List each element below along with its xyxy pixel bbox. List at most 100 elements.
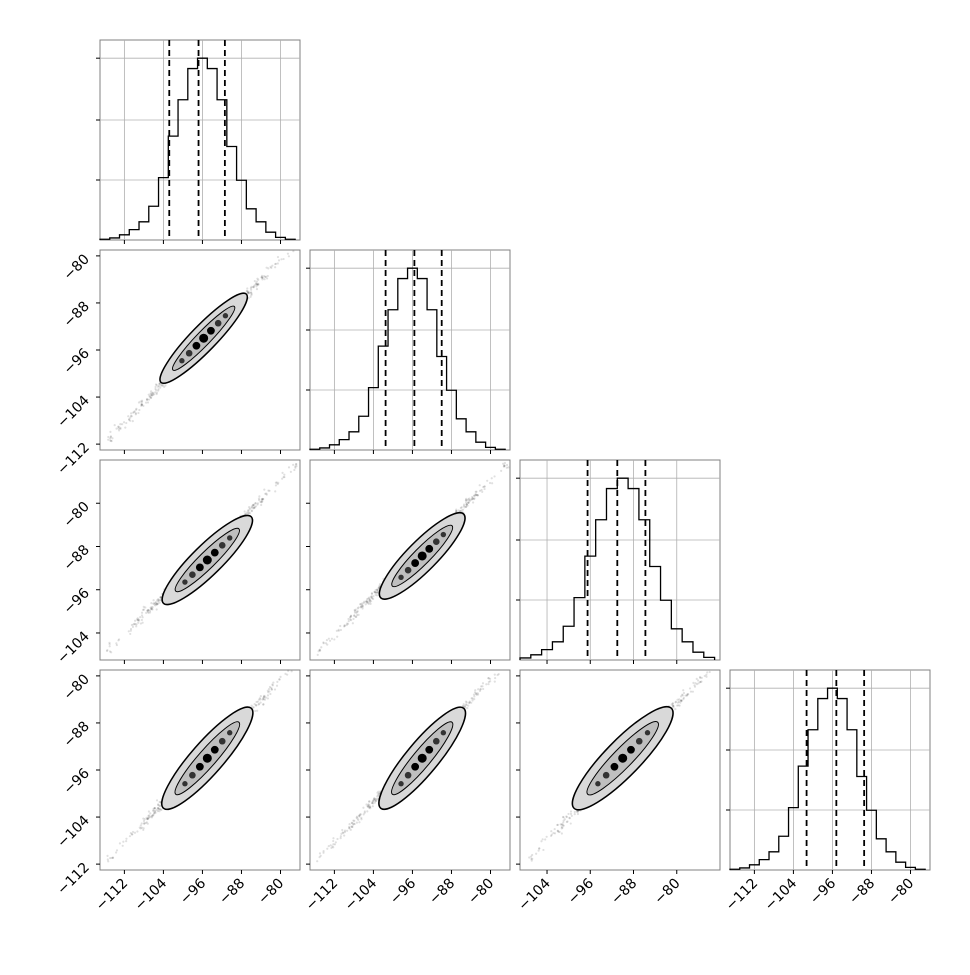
- sample-point: [350, 821, 353, 824]
- sample-point: [257, 497, 261, 500]
- sample-point: [281, 477, 284, 480]
- sample-point: [137, 411, 140, 415]
- sample-point: [369, 600, 373, 603]
- sample-point: [348, 822, 351, 826]
- sample-point: [475, 693, 478, 696]
- sample-point: [157, 808, 161, 811]
- sample-point: [141, 608, 145, 611]
- sample-point: [500, 469, 503, 472]
- sample-point: [466, 706, 469, 710]
- sample-point: [695, 677, 698, 680]
- density-core: [210, 745, 219, 754]
- sample-point: [462, 703, 465, 706]
- sample-point: [129, 416, 132, 419]
- sample-point: [113, 424, 116, 427]
- sample-point: [107, 435, 110, 439]
- sample-point: [159, 386, 162, 389]
- sample-point: [375, 591, 378, 594]
- sample-point: [479, 688, 482, 691]
- sample-point: [322, 642, 325, 645]
- sample-point: [246, 512, 250, 515]
- sample-point: [362, 601, 365, 605]
- sample-point: [256, 277, 259, 280]
- sample-point: [106, 649, 109, 652]
- sample-point: [535, 852, 538, 855]
- sample-point: [134, 623, 137, 626]
- sample-point: [274, 481, 277, 484]
- sample-point: [329, 844, 332, 847]
- sample-point: [369, 602, 372, 605]
- sample-point: [339, 837, 342, 840]
- sample-point: [377, 792, 380, 795]
- sample-point: [292, 249, 295, 253]
- sample-point: [367, 602, 370, 606]
- sample-point: [563, 818, 566, 821]
- sample-point: [483, 485, 486, 488]
- sample-point: [349, 616, 352, 619]
- sample-point: [354, 608, 357, 611]
- sample-point: [368, 598, 372, 601]
- sample-point: [244, 512, 247, 515]
- sample-point: [542, 848, 545, 852]
- sample-point: [147, 814, 150, 817]
- sample-point: [361, 604, 364, 607]
- sample-point: [252, 503, 256, 506]
- sample-point: [109, 430, 112, 433]
- panel-diag-4: −112 −104 −96 −88 −80: [723, 669, 931, 914]
- sample-point: [679, 701, 682, 704]
- sample-point: [373, 801, 377, 804]
- sample-point: [345, 622, 349, 625]
- sample-point: [109, 439, 113, 442]
- sample-point: [359, 603, 362, 606]
- sample-point: [373, 591, 377, 594]
- sample-point: [368, 599, 371, 602]
- sample-point: [671, 702, 674, 705]
- sample-point: [688, 687, 692, 690]
- sample-point: [278, 678, 281, 681]
- sample-point: [259, 500, 262, 503]
- sample-point: [124, 426, 127, 429]
- sample-point: [485, 683, 488, 686]
- sample-point: [349, 614, 353, 617]
- sample-point: [503, 465, 506, 468]
- sample-point: [243, 510, 246, 513]
- sample-point: [153, 603, 156, 606]
- sample-point: [117, 639, 120, 642]
- sample-point: [370, 596, 373, 599]
- sample-point: [691, 690, 694, 693]
- sample-point: [154, 383, 158, 386]
- sample-point: [263, 698, 267, 701]
- sample-point: [130, 623, 133, 627]
- sample-point: [489, 680, 492, 683]
- sample-point: [110, 651, 113, 654]
- sample-point: [247, 292, 250, 295]
- sample-point: [505, 463, 509, 467]
- sample-point: [259, 701, 262, 704]
- sample-point: [250, 291, 253, 294]
- sample-point: [263, 695, 266, 698]
- sample-point: [378, 583, 382, 586]
- sample-point: [373, 798, 377, 801]
- sample-point: [674, 701, 677, 704]
- sample-point: [267, 687, 271, 691]
- sample-point: [145, 397, 149, 401]
- x-tick-label: −104: [342, 875, 381, 914]
- sample-point: [530, 859, 533, 862]
- sample-point: [250, 505, 253, 508]
- sample-point: [109, 435, 113, 438]
- sample-point: [553, 832, 557, 835]
- sample-point: [363, 600, 366, 603]
- sample-point: [471, 697, 474, 700]
- sample-point: [256, 283, 259, 286]
- sample-point: [679, 699, 682, 702]
- sample-point: [366, 601, 370, 604]
- sample-point: [562, 824, 565, 827]
- sample-point: [486, 479, 489, 482]
- sample-point: [464, 703, 467, 706]
- sample-point: [146, 609, 149, 612]
- sample-point: [465, 503, 468, 506]
- sample-point: [134, 412, 138, 415]
- sample-point: [366, 805, 369, 808]
- sample-point: [270, 688, 273, 691]
